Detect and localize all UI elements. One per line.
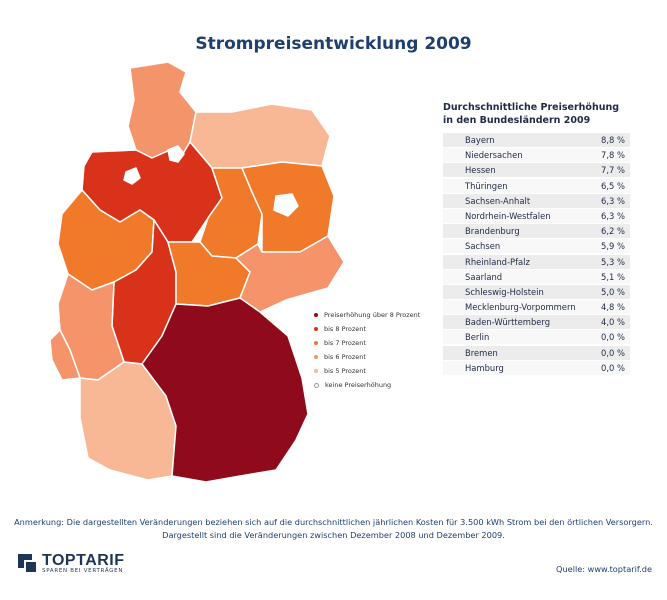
state-name: Bayern xyxy=(465,135,495,145)
state-name: Sachsen-Anhalt xyxy=(465,195,531,206)
state-value: 8,8 % xyxy=(601,135,625,145)
table-title: Durchschnittliche Preiserhöhung in den B… xyxy=(443,101,619,127)
state-bayern[interactable] xyxy=(141,297,309,483)
legend-label: keine Preiserhöhung xyxy=(325,381,392,389)
logo-name: TOPTARIF xyxy=(42,552,125,569)
legend-label: bis 8 Prozent xyxy=(324,325,366,333)
legend-dot xyxy=(314,355,318,359)
state-value: 4,8 % xyxy=(601,302,625,313)
legend-dot xyxy=(314,382,319,388)
toptarif-logo: TOPTARIF SPAREN BEI VERTRÄGEN xyxy=(18,553,125,574)
state-name: Mecklenburg-Vorpommern xyxy=(465,302,576,313)
legend-label: bis 6 Prozent xyxy=(324,353,366,361)
table-row: Brandenburg 6,2 % xyxy=(443,224,630,239)
state-mecklenburg-vorpommern[interactable] xyxy=(189,103,331,169)
logo-squares-icon xyxy=(18,553,38,574)
state-name: Niedersachen xyxy=(465,150,523,161)
table-title-line: in den Bundesländern 2009 xyxy=(443,115,591,126)
legend-dot xyxy=(314,327,318,331)
state-name: Schleswig-Holstein xyxy=(465,286,544,297)
table-row: Schleswig-Holstein 5,0 % xyxy=(443,284,630,299)
state-name: Saarland xyxy=(465,271,503,282)
state-schleswig-holstein[interactable] xyxy=(127,61,197,163)
legend-label: bis 7 Prozent xyxy=(324,339,366,347)
state-name: Baden-Württemberg xyxy=(465,317,551,328)
table-row: Niedersachen 7,8 % xyxy=(443,148,630,163)
state-value: 0,0 % xyxy=(601,332,625,343)
state-saarland[interactable] xyxy=(49,329,81,381)
legend-item: bis 8 Prozent xyxy=(314,322,420,336)
state-bremen[interactable] xyxy=(123,167,141,185)
state-value: 6,2 % xyxy=(601,226,625,237)
state-value: 4,0 % xyxy=(601,317,625,328)
footnote-line: Dargestellt sind die Veränderungen zwisc… xyxy=(162,530,505,540)
state-name: Rheinland-Pfalz xyxy=(465,256,530,267)
state-value: 6,5 % xyxy=(601,180,625,191)
footnote-line: Anmerkung: Die dargestellten Veränderung… xyxy=(14,517,653,527)
table-row: Bremen 0,0 % xyxy=(443,345,630,360)
state-name: Brandenburg xyxy=(465,226,520,237)
table-row: Nordrhein-Westfalen 6,3 % xyxy=(443,208,630,223)
state-value: 5,1 % xyxy=(601,271,625,282)
state-value: 5,9 % xyxy=(601,241,625,252)
table-row: Hessen 7,7 % xyxy=(443,163,630,178)
legend-dot xyxy=(314,313,318,317)
state-name: Hamburg xyxy=(465,362,504,373)
legend-item: bis 7 Prozent xyxy=(314,336,420,350)
state-sachsen[interactable] xyxy=(235,235,345,313)
state-value: 6,3 % xyxy=(601,210,625,221)
state-name: Bremen xyxy=(465,347,498,358)
page-title: Strompreisentwicklung 2009 xyxy=(195,34,472,54)
table-row: Rheinland-Pfalz 5,3 % xyxy=(443,254,630,269)
footnote: Anmerkung: Die dargestellten Veränderung… xyxy=(0,516,667,542)
legend-label: bis 5 Prozent xyxy=(324,367,366,375)
legend-item: Preiserhöhung über 8 Prozent xyxy=(314,308,420,322)
table-row: Thüringen 6,5 % xyxy=(443,178,630,193)
legend-item: bis 6 Prozent xyxy=(314,350,420,364)
state-hamburg[interactable] xyxy=(167,145,185,163)
state-value: 5,0 % xyxy=(601,286,625,297)
table-row: Mecklenburg-Vorpommern 4,8 % xyxy=(443,300,630,315)
legend-item: keine Preiserhöhung xyxy=(314,378,420,392)
state-berlin[interactable] xyxy=(273,193,299,217)
state-value: 7,7 % xyxy=(601,165,625,176)
state-name: Sachsen xyxy=(465,241,501,252)
price-table: Bayern 8,8 % Niedersachen 7,8 % Hessen 7,7 … xyxy=(443,133,630,376)
state-name: Nordrhein-Westfalen xyxy=(465,210,551,221)
state-name: Hessen xyxy=(465,165,496,176)
table-row: Baden-Württemberg 4,0 % xyxy=(443,315,630,330)
table-row: Saarland 5,1 % xyxy=(443,269,630,284)
map-legend: Preiserhöhung über 8 Prozent bis 8 Proze… xyxy=(314,308,420,392)
state-name: Berlin xyxy=(465,332,490,343)
legend-dot xyxy=(314,341,318,345)
source-credit: Quelle: www.toptarif.de xyxy=(556,564,652,574)
table-row: Berlin 0,0 % xyxy=(443,330,630,345)
table-row: Sachsen-Anhalt 6,3 % xyxy=(443,193,630,208)
state-value: 7,8 % xyxy=(601,150,625,161)
legend-label: Preiserhöhung über 8 Prozent xyxy=(324,311,421,319)
state-name: Thüringen xyxy=(465,180,508,191)
table-row: Sachsen 5,9 % xyxy=(443,239,630,254)
state-value: 0,0 % xyxy=(601,362,625,373)
legend-item: bis 5 Prozent xyxy=(314,364,420,378)
state-value: 6,3 % xyxy=(601,195,625,206)
legend-dot xyxy=(314,369,318,373)
table-title-line: Durchschnittliche Preiserhöhung xyxy=(443,102,620,113)
logo-tagline: SPAREN BEI VERTRÄGEN xyxy=(42,568,124,574)
table-row: Bayern 8,8 % xyxy=(443,133,630,147)
table-row: Hamburg 0,0 % xyxy=(443,360,630,375)
state-value: 5,3 % xyxy=(601,256,625,267)
state-value: 0,0 % xyxy=(601,347,625,358)
